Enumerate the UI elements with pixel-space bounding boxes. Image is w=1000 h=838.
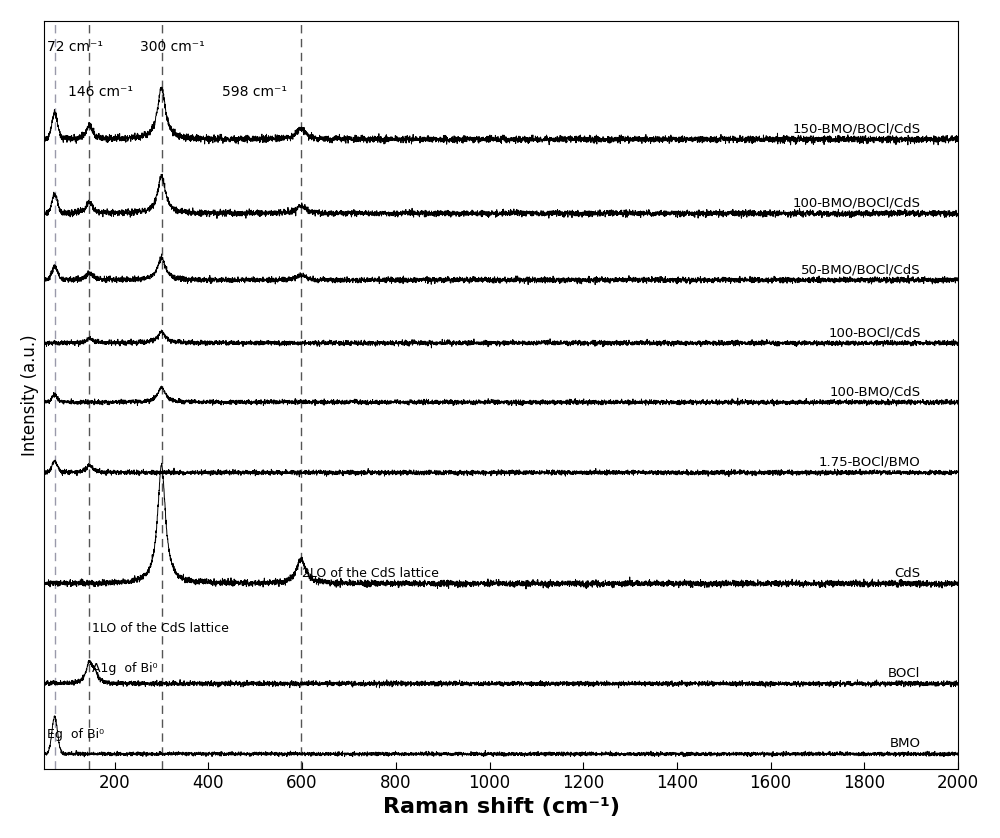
Text: 1.75-BOCl/BMO: 1.75-BOCl/BMO — [819, 456, 921, 468]
Text: Eg  of Bi⁰: Eg of Bi⁰ — [47, 727, 104, 741]
Text: 2LO of the CdS lattice: 2LO of the CdS lattice — [302, 567, 439, 580]
Text: 100-BMO/CdS: 100-BMO/CdS — [829, 385, 921, 399]
Text: 598 cm⁻¹: 598 cm⁻¹ — [222, 85, 287, 99]
Text: BOCl: BOCl — [888, 667, 921, 680]
Text: 300 cm⁻¹: 300 cm⁻¹ — [140, 40, 205, 54]
Text: 146 cm⁻¹: 146 cm⁻¹ — [68, 85, 133, 99]
Text: 100-BOCl/CdS: 100-BOCl/CdS — [828, 326, 921, 339]
Text: 1LO of the CdS lattice: 1LO of the CdS lattice — [92, 622, 229, 635]
Text: A1g  of Bi⁰: A1g of Bi⁰ — [92, 662, 158, 675]
Text: 150-BMO/BOCl/CdS: 150-BMO/BOCl/CdS — [792, 122, 921, 136]
Text: 72 cm⁻¹: 72 cm⁻¹ — [47, 40, 103, 54]
Y-axis label: Intensity (a.u.): Intensity (a.u.) — [21, 334, 39, 456]
Text: 50-BMO/BOCl/CdS: 50-BMO/BOCl/CdS — [801, 263, 921, 277]
Text: 100-BMO/BOCl/CdS: 100-BMO/BOCl/CdS — [793, 197, 921, 210]
X-axis label: Raman shift (cm⁻¹): Raman shift (cm⁻¹) — [383, 797, 620, 817]
Text: CdS: CdS — [894, 567, 921, 580]
Text: BMO: BMO — [890, 737, 921, 750]
